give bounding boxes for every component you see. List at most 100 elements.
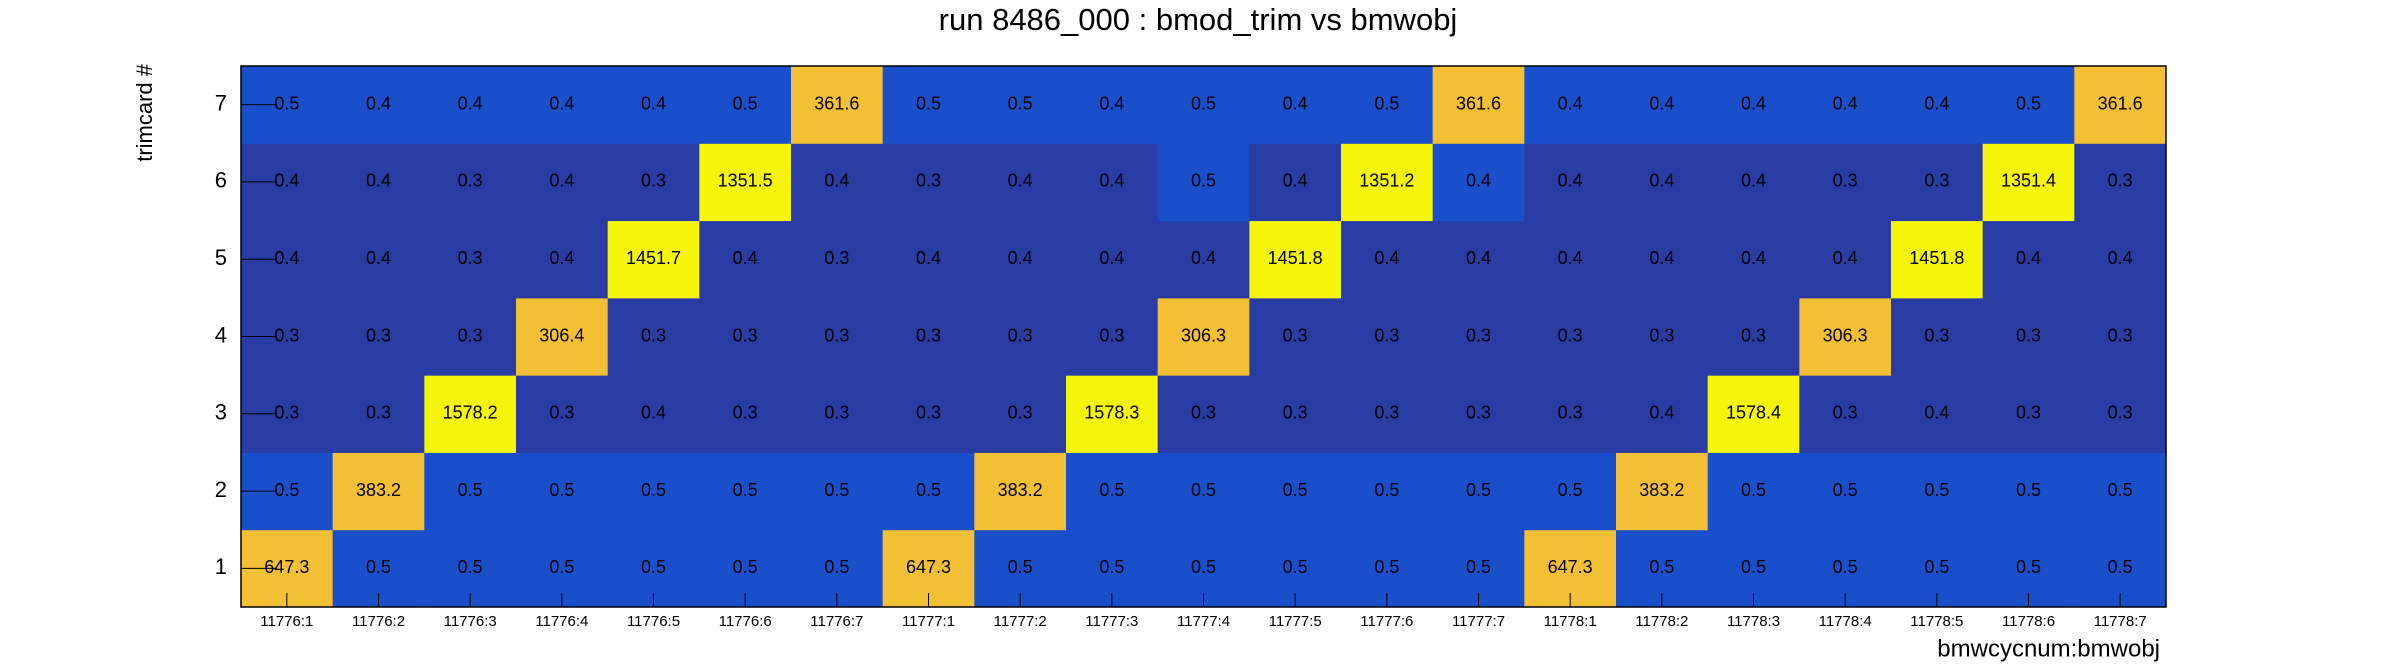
- heatmap-cell: [1249, 297, 1342, 376]
- x-tick-label: 11777:2: [994, 613, 1047, 630]
- cell-label: 0.3: [916, 171, 941, 191]
- cell-label: 0.3: [641, 171, 666, 191]
- cell-label: 0.4: [641, 93, 666, 113]
- heatmap-cell: [1432, 220, 1525, 299]
- x-tick-label: 11776:2: [352, 613, 405, 630]
- cell-label: 0.5: [2108, 557, 2133, 577]
- cell-label: 0.5: [1099, 557, 1124, 577]
- x-tick-label: 11777:3: [1085, 613, 1138, 630]
- heatmap-cell: [1707, 375, 1800, 453]
- heatmap-cell: [1249, 143, 1342, 222]
- heatmap-cell: [424, 220, 517, 299]
- heatmap-cell: [1707, 143, 1800, 222]
- heatmap-cell: [699, 66, 792, 144]
- chart-title: run 8486_000 : bmod_trim vs bmwobj: [939, 2, 1458, 37]
- cell-label: 0.5: [1191, 93, 1216, 113]
- heatmap-cell: [791, 143, 884, 222]
- cell-label: 0.3: [1924, 171, 1949, 191]
- heatmap-cell: [1616, 220, 1709, 299]
- heatmap-cell: [1982, 66, 2075, 144]
- cell-label: 0.3: [549, 403, 574, 423]
- heatmap-cell: [1066, 375, 1159, 453]
- heatmap-cell: [699, 143, 792, 222]
- cell-label: 0.3: [274, 403, 299, 423]
- cell-label: 0.5: [366, 557, 391, 577]
- cell-label: 0.4: [1741, 171, 1766, 191]
- heatmap-cell: [2074, 143, 2167, 222]
- heatmap-cell: [1982, 297, 2075, 376]
- heatmap-cell: [1341, 220, 1434, 299]
- heatmap-cell: [1341, 297, 1434, 376]
- cell-label: 647.3: [1548, 557, 1593, 577]
- cell-label: 0.4: [1649, 248, 1674, 268]
- heatmap-cell: [1616, 66, 1709, 144]
- cell-label: 0.3: [1833, 171, 1858, 191]
- heatmap-cell: [1066, 297, 1159, 376]
- x-tick-label: 11777:4: [1177, 613, 1230, 630]
- heatmap-cell: [1157, 375, 1250, 453]
- cell-label: 0.3: [1008, 325, 1033, 345]
- heatmap-cell: [332, 66, 425, 144]
- x-tick-label: 11778:7: [2094, 613, 2147, 630]
- x-tick-label: 11778:4: [1819, 613, 1872, 630]
- cell-label: 383.2: [998, 480, 1043, 500]
- cell-label: 0.4: [1649, 93, 1674, 113]
- cell-label: 0.4: [1833, 93, 1858, 113]
- heatmap-cell: [1066, 143, 1159, 222]
- heatmap-cell: [1524, 375, 1617, 453]
- cell-label: 0.5: [1649, 557, 1674, 577]
- cell-label: 0.3: [1283, 325, 1308, 345]
- y-tick-label: 3: [215, 400, 227, 425]
- cell-label: 1351.4: [2001, 171, 2056, 191]
- cell-label: 0.5: [1466, 480, 1491, 500]
- heatmap-cell: [2074, 66, 2167, 144]
- heatmap-cell: [1432, 143, 1525, 222]
- heatmap-cell: [1524, 297, 1617, 376]
- heatmap-cell: [1616, 297, 1709, 376]
- heatmap-cell: [516, 66, 609, 144]
- heatmap-cell: [1249, 452, 1342, 531]
- heatmap-cell: [1982, 220, 2075, 299]
- x-tick-label: 11778:5: [1910, 613, 1963, 630]
- heatmap-cell: [882, 297, 975, 376]
- heatmap-cell: [1799, 66, 1892, 144]
- x-tick-label: 11778:3: [1727, 613, 1780, 630]
- heatmap-cell: [1891, 143, 1984, 222]
- cell-label: 0.5: [1283, 480, 1308, 500]
- heatmap-cell: [1982, 452, 2075, 531]
- cell-label: 0.4: [1374, 248, 1399, 268]
- cell-label: 0.5: [2016, 480, 2041, 500]
- cell-label: 0.4: [1466, 248, 1491, 268]
- heatmap-cell: [1432, 66, 1525, 144]
- heatmap-cell: [791, 375, 884, 453]
- cell-label: 0.3: [2108, 325, 2133, 345]
- heatmap-cell: [607, 143, 700, 222]
- heatmap-cell: [1707, 297, 1800, 376]
- cell-label: 0.3: [1558, 403, 1583, 423]
- heatmap-cell: [1249, 375, 1342, 453]
- cell-label: 0.3: [1099, 325, 1124, 345]
- heatmap-cell: [1799, 220, 1892, 299]
- cell-label: 0.3: [366, 403, 391, 423]
- cell-label: 0.4: [824, 171, 849, 191]
- heatmap-cell: [1432, 452, 1525, 531]
- cell-label: 0.5: [549, 480, 574, 500]
- cell-label: 0.3: [1283, 403, 1308, 423]
- heatmap-cell: [607, 297, 700, 376]
- heatmap-cell: [1066, 452, 1159, 531]
- cell-label: 0.4: [1283, 171, 1308, 191]
- cell-label: 0.3: [1191, 403, 1216, 423]
- heatmap-cell: [974, 297, 1067, 376]
- cell-label: 1578.2: [443, 403, 498, 423]
- heatmap-cell: [332, 220, 425, 299]
- cell-label: 0.3: [824, 248, 849, 268]
- cell-label: 0.4: [1283, 93, 1308, 113]
- cell-label: 0.4: [1558, 171, 1583, 191]
- heatmap-cell: [424, 375, 517, 453]
- cell-label: 0.3: [2016, 403, 2041, 423]
- heatmap-cell: [1982, 375, 2075, 453]
- cell-label: 0.4: [366, 248, 391, 268]
- cell-label: 1451.7: [626, 248, 681, 268]
- heatmap-cell: [1616, 452, 1709, 531]
